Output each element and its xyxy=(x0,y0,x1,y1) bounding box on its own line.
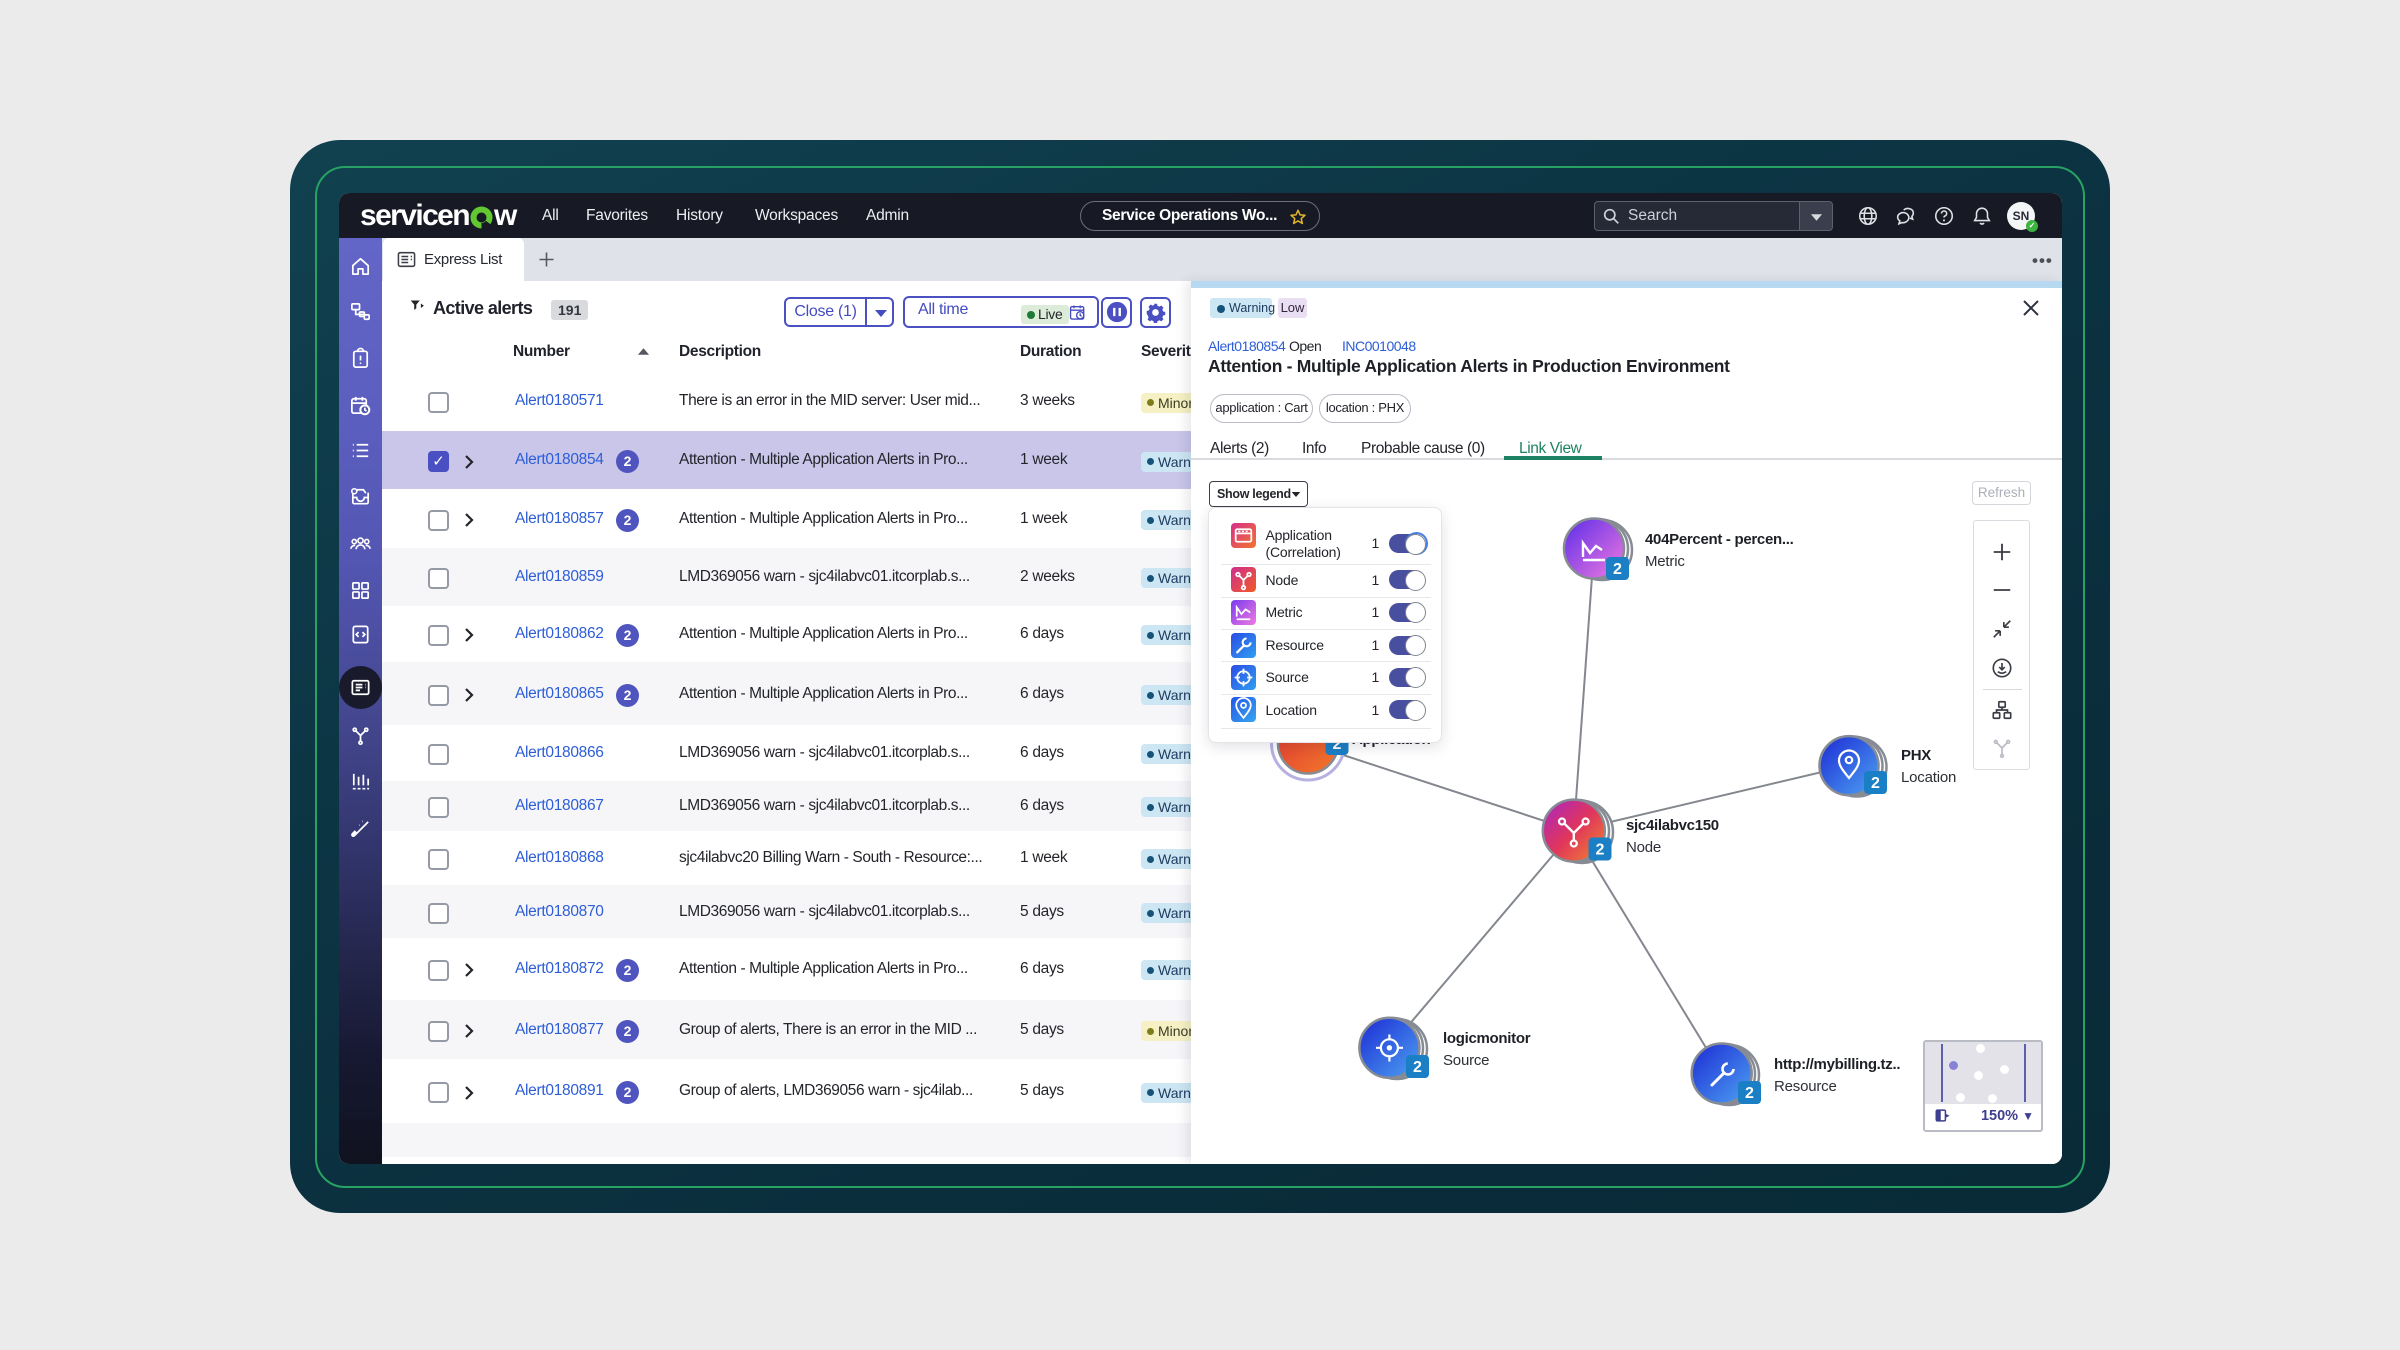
svg-text:2: 2 xyxy=(1413,1059,1422,1076)
svg-text:2: 2 xyxy=(1596,842,1605,859)
svg-text:2: 2 xyxy=(1745,1085,1754,1102)
svg-text:2: 2 xyxy=(1871,775,1880,792)
svg-text:2: 2 xyxy=(1613,561,1622,578)
svg-text:2: 2 xyxy=(1333,736,1342,753)
